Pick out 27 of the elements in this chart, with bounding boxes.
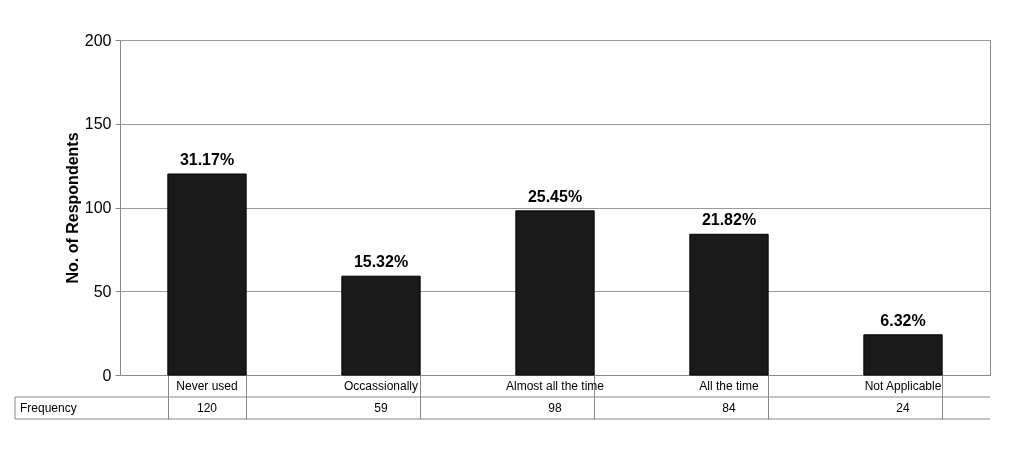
x-tick-label: Not Applicable — [864, 379, 942, 393]
data-label: 84 — [722, 401, 736, 415]
annotation: 21.82% — [701, 211, 757, 229]
data-label: 59 — [374, 401, 388, 415]
data-label: 98 — [548, 401, 562, 415]
x-tick-label: Occassionally — [343, 379, 419, 393]
bar — [689, 233, 769, 376]
x-tick-label: Almost all the time — [505, 379, 605, 393]
y-tick-label: 150 — [84, 115, 112, 133]
y-tick-label: 50 — [93, 282, 112, 300]
text: Frequency — [20, 401, 77, 415]
x-tick-label: All the time — [699, 379, 759, 393]
data-label: 120 — [196, 401, 218, 415]
bar — [167, 173, 247, 376]
bar — [515, 210, 595, 376]
data-label: 24 — [896, 401, 910, 415]
y-axis-title: No. of Respondents — [63, 132, 81, 284]
y-tick-label: 200 — [84, 31, 112, 49]
annotation: 6.32% — [880, 311, 926, 329]
y-tick-label: 100 — [84, 199, 112, 216]
annotation: 25.45% — [527, 187, 583, 205]
annotation: 15.32% — [353, 253, 409, 271]
bar — [341, 275, 421, 376]
annotation: 31.17% — [179, 151, 235, 168]
y-tick-label: 0 — [102, 366, 112, 384]
x-tick-label: Never used — [176, 379, 238, 393]
bar — [863, 334, 943, 376]
